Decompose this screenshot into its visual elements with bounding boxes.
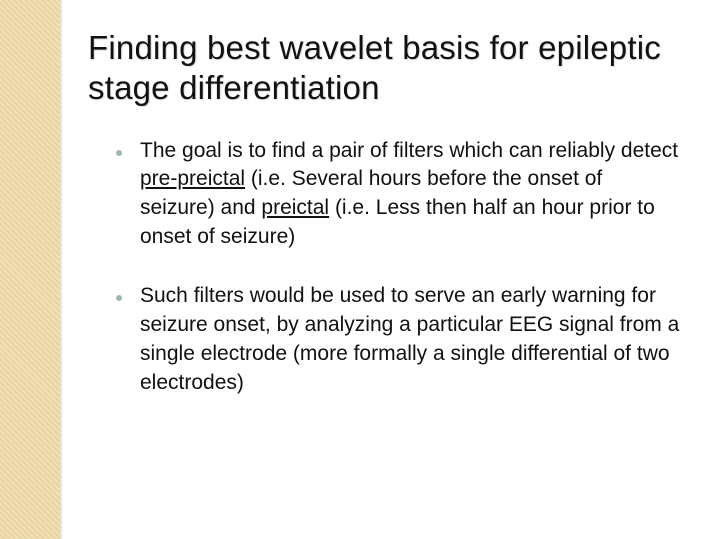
underlined-term: pre-preictal <box>140 167 245 190</box>
text-run: The goal is to find a pair of filters wh… <box>140 139 678 162</box>
bullet-text: The goal is to find a pair of filters wh… <box>140 137 681 253</box>
strip-pattern <box>0 0 60 539</box>
content-area: Finding best wavelet basis for epileptic… <box>64 0 719 539</box>
strip-divider <box>60 0 62 539</box>
side-strip <box>0 0 64 539</box>
text-run: Such filters would be used to serve an e… <box>140 284 679 394</box>
slide: Finding best wavelet basis for epileptic… <box>0 0 719 539</box>
bullet-icon <box>116 150 122 156</box>
list-item: Such filters would be used to serve an e… <box>116 282 681 398</box>
bullet-icon <box>116 295 122 301</box>
bullet-list: The goal is to find a pair of filters wh… <box>88 137 689 399</box>
underlined-term: preictal <box>261 196 329 219</box>
list-item: The goal is to find a pair of filters wh… <box>116 137 681 253</box>
bullet-text: Such filters would be used to serve an e… <box>140 282 681 398</box>
slide-title: Finding best wavelet basis for epileptic… <box>88 28 689 109</box>
